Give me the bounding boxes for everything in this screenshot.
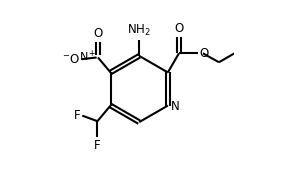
Text: NH$_2$: NH$_2$	[127, 23, 151, 38]
Text: O: O	[174, 22, 184, 35]
Text: O: O	[93, 27, 102, 40]
Text: F: F	[74, 109, 81, 122]
Text: N: N	[171, 100, 180, 112]
Text: O: O	[199, 47, 209, 60]
Text: F: F	[94, 139, 101, 152]
Text: $^{-}$O: $^{-}$O	[62, 53, 81, 66]
Text: N$^+$: N$^+$	[79, 49, 96, 64]
